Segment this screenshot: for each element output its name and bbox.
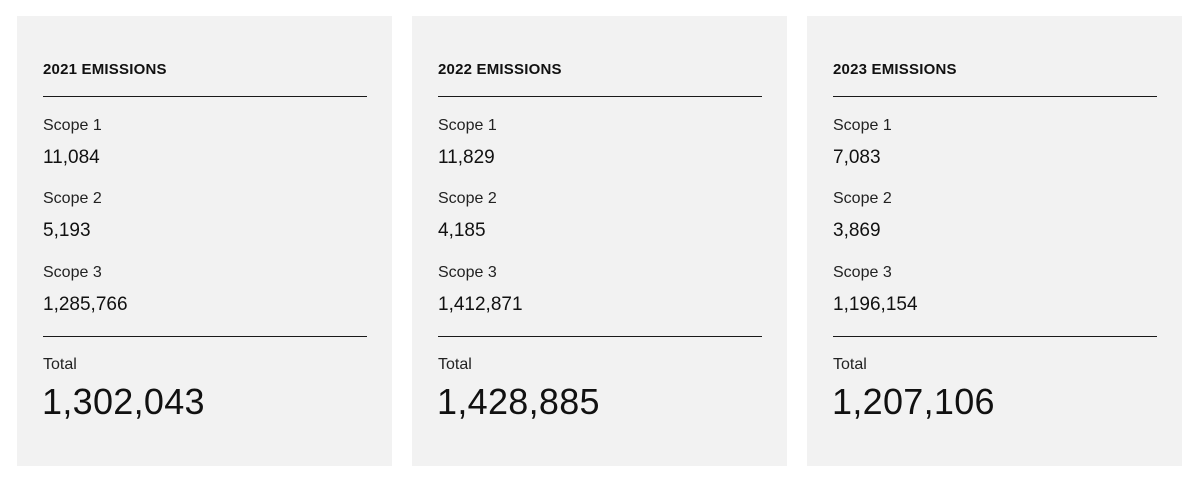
scope-1-value: 11,084 bbox=[43, 147, 100, 168]
divider bbox=[43, 96, 367, 97]
scope-3-value: 1,412,871 bbox=[438, 294, 523, 315]
scope-2-label: Scope 2 bbox=[833, 190, 892, 207]
scope-3-value: 1,196,154 bbox=[833, 294, 918, 315]
divider bbox=[833, 96, 1157, 97]
scope-3-label: Scope 3 bbox=[438, 264, 497, 281]
divider bbox=[43, 336, 367, 337]
scope-1-label: Scope 1 bbox=[833, 117, 892, 134]
scope-3-value: 1,285,766 bbox=[43, 294, 128, 315]
total-label: Total bbox=[43, 356, 77, 373]
scope-1-value: 11,829 bbox=[438, 147, 495, 168]
card-title: 2022 EMISSIONS bbox=[438, 61, 562, 78]
scope-2-label: Scope 2 bbox=[43, 190, 102, 207]
total-value: 1,302,043 bbox=[42, 381, 205, 422]
divider bbox=[833, 336, 1157, 337]
scope-1-label: Scope 1 bbox=[43, 117, 102, 134]
total-label: Total bbox=[438, 356, 472, 373]
card-title: 2023 EMISSIONS bbox=[833, 61, 957, 78]
divider bbox=[438, 96, 762, 97]
scope-3-label: Scope 3 bbox=[43, 264, 102, 281]
total-label: Total bbox=[833, 356, 867, 373]
divider bbox=[438, 336, 762, 337]
scope-1-value: 7,083 bbox=[833, 147, 881, 168]
scope-2-value: 3,869 bbox=[833, 220, 881, 241]
scope-1-label: Scope 1 bbox=[438, 117, 497, 134]
total-value: 1,207,106 bbox=[832, 381, 995, 422]
total-value: 1,428,885 bbox=[437, 381, 600, 422]
scope-2-value: 5,193 bbox=[43, 220, 91, 241]
emissions-card-2022: 2022 EMISSIONS Scope 1 11,829 Scope 2 4,… bbox=[412, 16, 787, 466]
scope-3-label: Scope 3 bbox=[833, 264, 892, 281]
card-title: 2021 EMISSIONS bbox=[43, 61, 167, 78]
emissions-cards: 2021 EMISSIONS Scope 1 11,084 Scope 2 5,… bbox=[17, 16, 1182, 466]
scope-2-value: 4,185 bbox=[438, 220, 486, 241]
scope-2-label: Scope 2 bbox=[438, 190, 497, 207]
emissions-card-2023: 2023 EMISSIONS Scope 1 7,083 Scope 2 3,8… bbox=[807, 16, 1182, 466]
emissions-card-2021: 2021 EMISSIONS Scope 1 11,084 Scope 2 5,… bbox=[17, 16, 392, 466]
